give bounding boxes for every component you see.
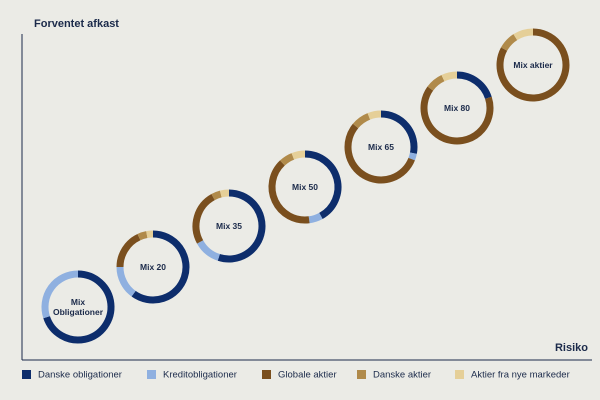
legend-label: Aktier fra nye markeder [471, 370, 570, 381]
donut-segment [116, 266, 136, 297]
donut-segment [131, 230, 190, 304]
donut-segment [291, 150, 306, 160]
donut-segment [137, 231, 148, 241]
legend-label: Kreditobligationer [163, 370, 237, 381]
donut-segment [197, 240, 221, 261]
donut-segment [427, 74, 445, 91]
donut-label: Mix 20 [140, 262, 166, 272]
donut-segment [352, 113, 371, 129]
donut-segment [41, 270, 79, 319]
donut-segment [367, 110, 382, 120]
donut-label: Mix Obligationer [52, 297, 104, 317]
legend-label: Danske aktier [373, 370, 431, 381]
donut-label: Mix 65 [368, 142, 394, 152]
legend-swatch [455, 370, 464, 379]
donut-segment [116, 233, 141, 268]
donut-segment [408, 152, 417, 161]
y-axis-label: Forventet afkast [34, 18, 119, 30]
donut-label: Mix 50 [292, 182, 318, 192]
donut-segment [217, 189, 266, 263]
donut-label: Mix 80 [444, 103, 470, 113]
donut-segment [496, 28, 570, 102]
donut-segment [380, 110, 418, 154]
donut-segment [441, 71, 458, 82]
donut-label: Mix aktier [513, 60, 553, 70]
donut-segment [219, 189, 230, 198]
donut-segment [513, 28, 534, 41]
donut-segment [192, 194, 215, 244]
donut-segment [501, 34, 518, 51]
legend-label: Globale aktier [278, 370, 337, 381]
donut-segment [268, 160, 310, 224]
donut-segment [308, 212, 323, 224]
legend-swatch [262, 370, 271, 379]
donut-segment [456, 71, 492, 100]
donut-segment [344, 123, 415, 184]
donut-segment [420, 86, 494, 145]
legend-label: Danske obligationer [38, 370, 122, 381]
donut-segment [43, 270, 115, 344]
donut-label: Mix 35 [216, 221, 242, 231]
donut-segment [211, 190, 222, 201]
donut-segment [146, 230, 154, 239]
legend-swatch [22, 370, 31, 379]
legend-swatch [357, 370, 366, 379]
donut-segment [304, 150, 342, 219]
donut-segment [280, 153, 295, 166]
x-axis-label: Risiko [555, 342, 588, 354]
legend-swatch [147, 370, 156, 379]
